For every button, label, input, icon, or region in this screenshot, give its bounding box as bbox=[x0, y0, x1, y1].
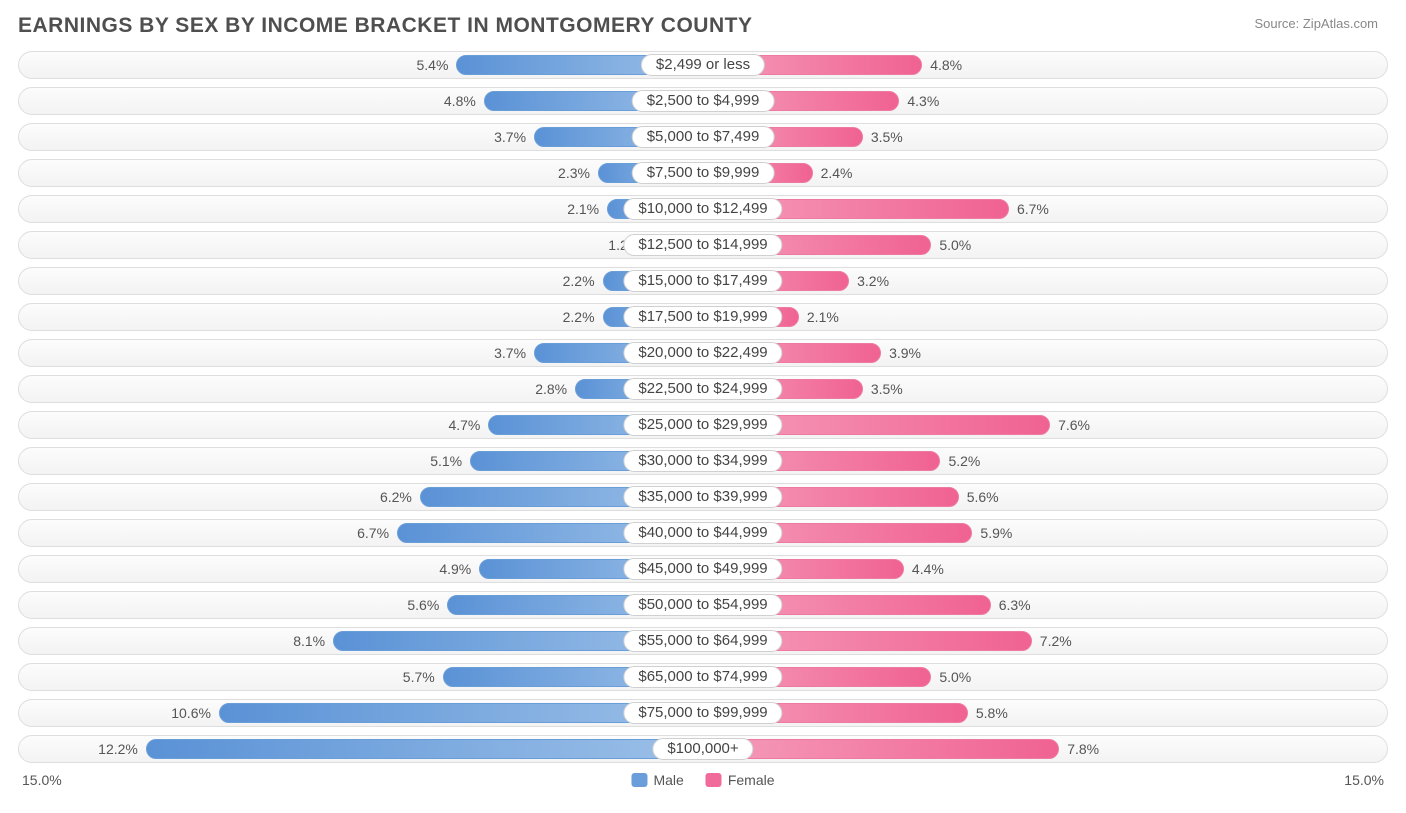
chart-row: 5.6% 6.3% $50,000 to $54,999 bbox=[18, 588, 1388, 622]
male-percent-label: 4.9% bbox=[439, 559, 471, 579]
chart-row: 2.2% 2.1% $17,500 to $19,999 bbox=[18, 300, 1388, 334]
male-percent-label: 10.6% bbox=[171, 703, 211, 723]
male-percent-label: 6.7% bbox=[357, 523, 389, 543]
bracket-label: $45,000 to $49,999 bbox=[623, 558, 782, 580]
chart-row: 2.3% 2.4% $7,500 to $9,999 bbox=[18, 156, 1388, 190]
bracket-label: $5,000 to $7,499 bbox=[632, 126, 775, 148]
bracket-label: $50,000 to $54,999 bbox=[623, 594, 782, 616]
bracket-label: $22,500 to $24,999 bbox=[623, 378, 782, 400]
male-percent-label: 5.4% bbox=[416, 55, 448, 75]
male-percent-label: 6.2% bbox=[380, 487, 412, 507]
female-percent-label: 5.9% bbox=[980, 523, 1012, 543]
bracket-label: $30,000 to $34,999 bbox=[623, 450, 782, 472]
chart-row: 5.7% 5.0% $65,000 to $74,999 bbox=[18, 660, 1388, 694]
male-percent-label: 8.1% bbox=[293, 631, 325, 651]
male-percent-label: 2.1% bbox=[567, 199, 599, 219]
female-percent-label: 6.3% bbox=[999, 595, 1031, 615]
bracket-label: $7,500 to $9,999 bbox=[632, 162, 775, 184]
female-percent-label: 3.2% bbox=[857, 271, 889, 291]
bracket-label: $17,500 to $19,999 bbox=[623, 306, 782, 328]
legend-item-male: Male bbox=[631, 772, 683, 788]
female-percent-label: 5.2% bbox=[948, 451, 980, 471]
female-percent-label: 2.1% bbox=[807, 307, 839, 327]
bracket-label: $10,000 to $12,499 bbox=[623, 198, 782, 220]
chart-row: 2.1% 6.7% $10,000 to $12,499 bbox=[18, 192, 1388, 226]
male-percent-label: 5.1% bbox=[430, 451, 462, 471]
female-percent-label: 3.9% bbox=[889, 343, 921, 363]
female-percent-label: 4.4% bbox=[912, 559, 944, 579]
female-percent-label: 3.5% bbox=[871, 379, 903, 399]
chart-row: 4.9% 4.4% $45,000 to $49,999 bbox=[18, 552, 1388, 586]
female-percent-label: 7.2% bbox=[1040, 631, 1072, 651]
female-bar bbox=[703, 739, 1059, 759]
chart-row: 12.2% 7.8% $100,000+ bbox=[18, 732, 1388, 766]
female-percent-label: 7.6% bbox=[1058, 415, 1090, 435]
chart-row: 3.7% 3.9% $20,000 to $22,499 bbox=[18, 336, 1388, 370]
bracket-label: $2,499 or less bbox=[641, 54, 765, 76]
male-percent-label: 5.7% bbox=[403, 667, 435, 687]
bracket-label: $75,000 to $99,999 bbox=[623, 702, 782, 724]
chart-row: 2.2% 3.2% $15,000 to $17,499 bbox=[18, 264, 1388, 298]
chart-row: 4.7% 7.6% $25,000 to $29,999 bbox=[18, 408, 1388, 442]
male-percent-label: 4.7% bbox=[448, 415, 480, 435]
male-percent-label: 12.2% bbox=[98, 739, 138, 759]
female-percent-label: 2.4% bbox=[821, 163, 853, 183]
female-swatch bbox=[706, 773, 722, 787]
bracket-label: $25,000 to $29,999 bbox=[623, 414, 782, 436]
bracket-label: $40,000 to $44,999 bbox=[623, 522, 782, 544]
female-percent-label: 5.8% bbox=[976, 703, 1008, 723]
male-percent-label: 3.7% bbox=[494, 343, 526, 363]
male-bar bbox=[146, 739, 703, 759]
bracket-label: $2,500 to $4,999 bbox=[632, 90, 775, 112]
chart-row: 10.6% 5.8% $75,000 to $99,999 bbox=[18, 696, 1388, 730]
male-percent-label: 2.2% bbox=[563, 307, 595, 327]
female-percent-label: 5.6% bbox=[967, 487, 999, 507]
bracket-label: $55,000 to $64,999 bbox=[623, 630, 782, 652]
bracket-label: $35,000 to $39,999 bbox=[623, 486, 782, 508]
bracket-label: $20,000 to $22,499 bbox=[623, 342, 782, 364]
chart-row: 2.8% 3.5% $22,500 to $24,999 bbox=[18, 372, 1388, 406]
bracket-label: $65,000 to $74,999 bbox=[623, 666, 782, 688]
bracket-label: $100,000+ bbox=[652, 738, 753, 760]
female-percent-label: 4.8% bbox=[930, 55, 962, 75]
chart-row: 6.7% 5.9% $40,000 to $44,999 bbox=[18, 516, 1388, 550]
chart-title: EARNINGS BY SEX BY INCOME BRACKET IN MON… bbox=[18, 14, 1388, 38]
chart-row: 1.2%5.0%$12,500 to $14,999 bbox=[18, 228, 1388, 262]
legend-item-female: Female bbox=[706, 772, 775, 788]
axis-max-left: 15.0% bbox=[22, 772, 62, 788]
male-swatch bbox=[631, 773, 647, 787]
legend-label-female: Female bbox=[728, 772, 775, 788]
female-percent-label: 4.3% bbox=[907, 91, 939, 111]
male-percent-label: 2.8% bbox=[535, 379, 567, 399]
chart-row: 6.2% 5.6% $35,000 to $39,999 bbox=[18, 480, 1388, 514]
legend: Male Female bbox=[631, 772, 774, 788]
axis-legend-row: 15.0% 15.0% Male Female bbox=[18, 770, 1388, 796]
female-percent-label: 5.0% bbox=[939, 235, 971, 255]
male-percent-label: 4.8% bbox=[444, 91, 476, 111]
chart-row: 4.8% 4.3% $2,500 to $4,999 bbox=[18, 84, 1388, 118]
chart-row: 8.1% 7.2% $55,000 to $64,999 bbox=[18, 624, 1388, 658]
axis-max-right: 15.0% bbox=[1344, 772, 1384, 788]
chart-row: 5.4% 4.8% $2,499 or less bbox=[18, 48, 1388, 82]
female-percent-label: 3.5% bbox=[871, 127, 903, 147]
source-attribution: Source: ZipAtlas.com bbox=[1254, 16, 1378, 31]
chart-row: 5.1% 5.2% $30,000 to $34,999 bbox=[18, 444, 1388, 478]
male-percent-label: 3.7% bbox=[494, 127, 526, 147]
female-percent-label: 6.7% bbox=[1017, 199, 1049, 219]
population-pyramid-chart: 5.4% 4.8% $2,499 or less 4.8% 4.3% $2,500 to … bbox=[18, 48, 1388, 766]
male-percent-label: 2.3% bbox=[558, 163, 590, 183]
female-percent-label: 7.8% bbox=[1067, 739, 1099, 759]
female-percent-label: 5.0% bbox=[939, 667, 971, 687]
male-percent-label: 5.6% bbox=[407, 595, 439, 615]
male-percent-label: 2.2% bbox=[563, 271, 595, 291]
legend-label-male: Male bbox=[653, 772, 683, 788]
bracket-label: $15,000 to $17,499 bbox=[623, 270, 782, 292]
chart-row: 3.7% 3.5% $5,000 to $7,499 bbox=[18, 120, 1388, 154]
bracket-label: $12,500 to $14,999 bbox=[623, 234, 782, 256]
